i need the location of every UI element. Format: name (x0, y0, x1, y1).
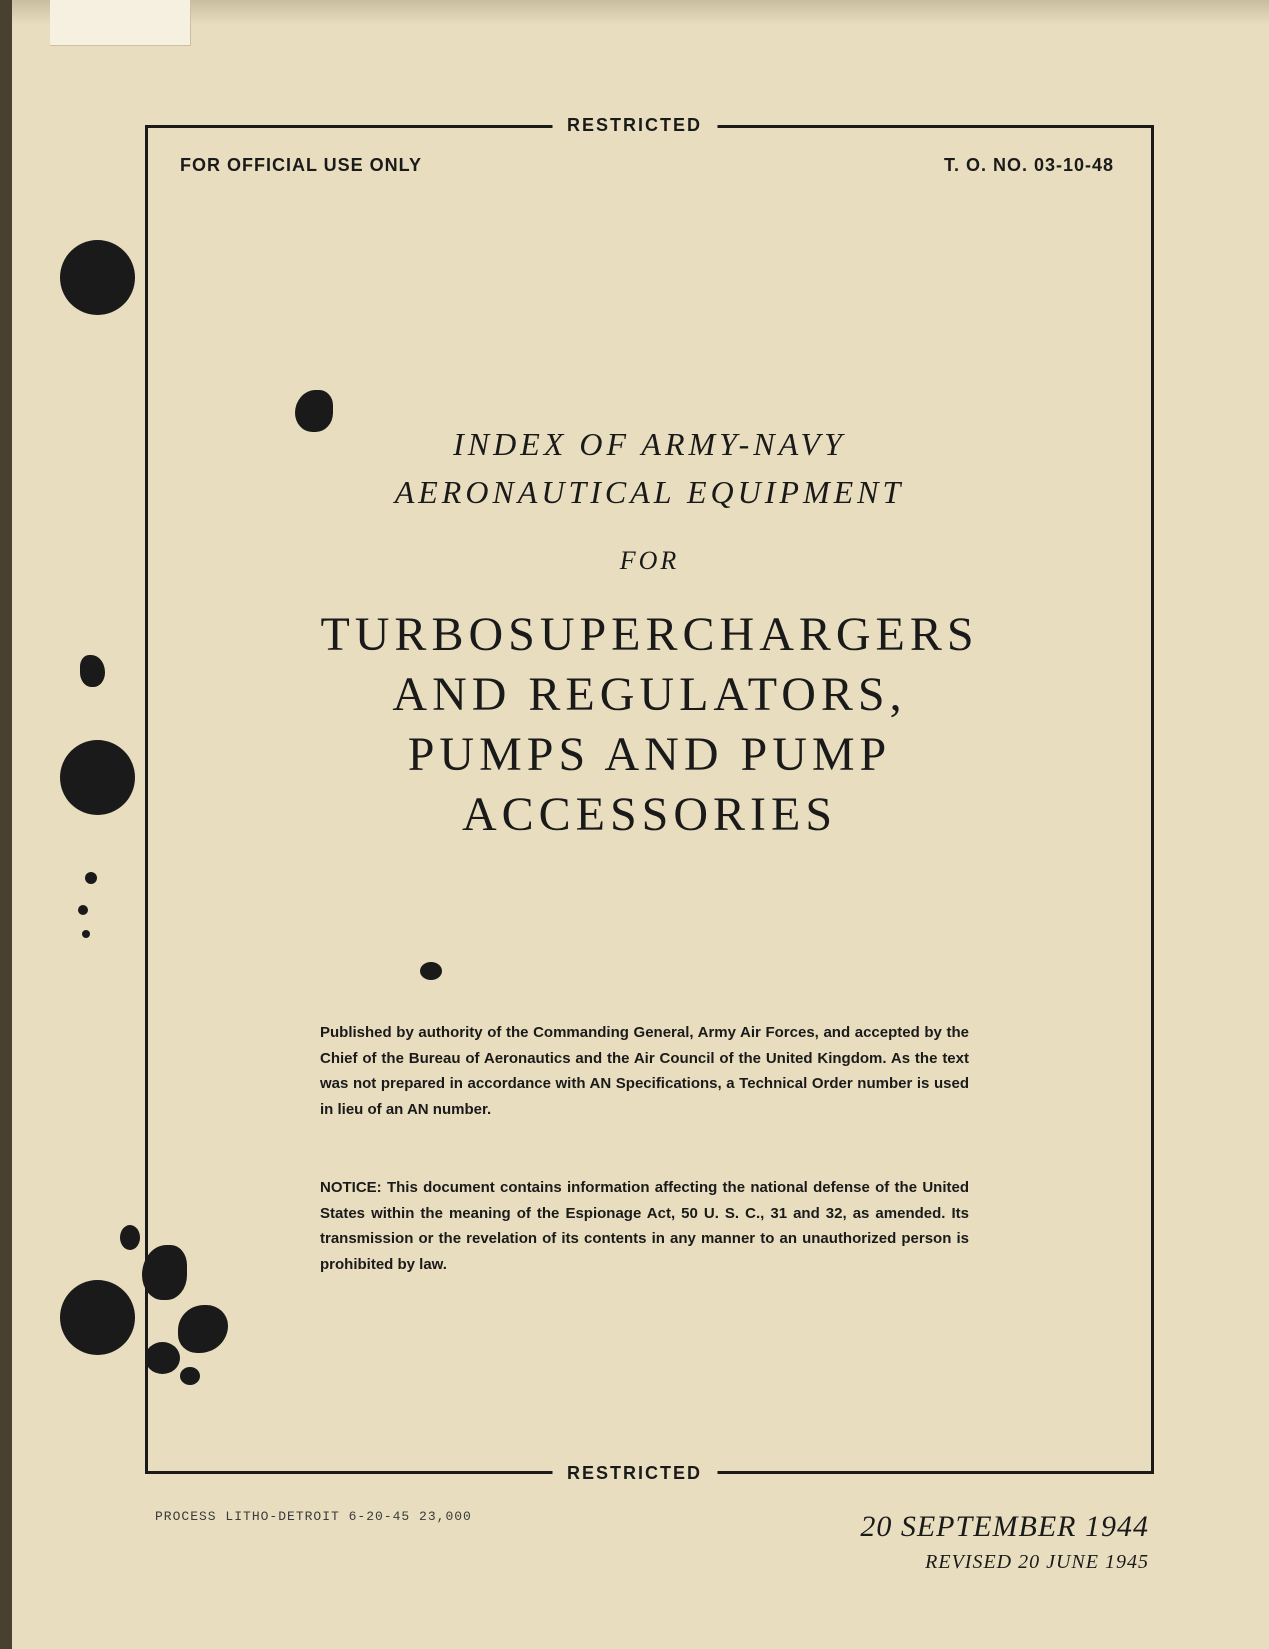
to-number: T. O. NO. 03-10-48 (944, 155, 1114, 176)
subtitle-for: FOR (145, 541, 1154, 580)
classification-top: RESTRICTED (552, 115, 717, 136)
classification-bottom: RESTRICTED (552, 1463, 717, 1484)
subtitle-line: AERONAUTICAL EQUIPMENT (145, 468, 1154, 516)
page-tear (50, 0, 191, 46)
security-notice: NOTICE: This document contains informati… (320, 1175, 969, 1277)
ink-stain (80, 655, 105, 687)
main-title: TURBOSUPERCHARGERS AND REGULATORS, PUMPS… (145, 605, 1154, 845)
title-line: PUMPS AND PUMP (145, 725, 1154, 785)
title-line: AND REGULATORS, (145, 665, 1154, 725)
ink-stain (82, 930, 90, 938)
publication-date: 20 SEPTEMBER 1944 (860, 1510, 1149, 1544)
page-edge (0, 0, 12, 1649)
punch-hole (60, 1280, 135, 1355)
title-line: ACCESSORIES (145, 785, 1154, 845)
subtitle: INDEX OF ARMY-NAVY AERONAUTICAL EQUIPMEN… (145, 420, 1154, 580)
document-page: RESTRICTED FOR OFFICIAL USE ONLY T. O. N… (0, 0, 1269, 1649)
punch-hole (60, 240, 135, 315)
punch-hole (60, 740, 135, 815)
revision-date: REVISED 20 JUNE 1945 (925, 1551, 1149, 1574)
subtitle-line: INDEX OF ARMY-NAVY (145, 420, 1154, 468)
official-use-label: FOR OFFICIAL USE ONLY (180, 155, 422, 176)
ink-stain (85, 872, 97, 884)
title-line: TURBOSUPERCHARGERS (145, 605, 1154, 665)
print-info: PROCESS LITHO-DETROIT 6-20-45 23,000 (155, 1509, 472, 1524)
publication-authority: Published by authority of the Commanding… (320, 1020, 969, 1122)
ink-stain (78, 905, 88, 915)
header: FOR OFFICIAL USE ONLY T. O. NO. 03-10-48 (180, 155, 1114, 176)
ink-stain (120, 1225, 140, 1250)
